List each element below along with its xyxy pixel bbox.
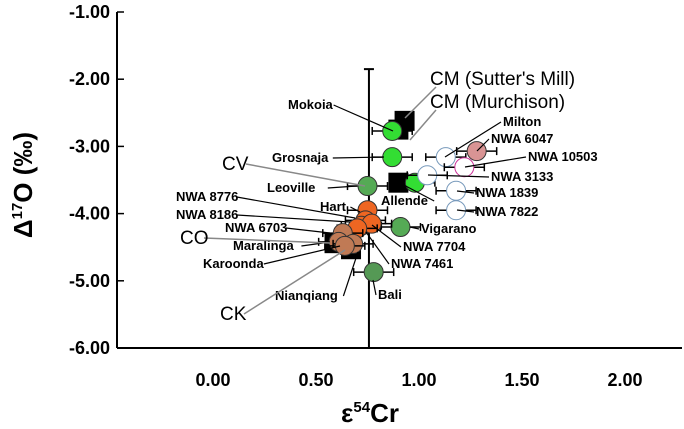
- y-tick-label: -6.00: [69, 338, 110, 358]
- leader-line: [285, 227, 331, 234]
- leader-line: [404, 86, 437, 119]
- x-tick-label: 0.00: [195, 370, 230, 390]
- group-label: CM (Murchison): [430, 92, 565, 113]
- point-label: Karoonda: [203, 256, 264, 271]
- data-point: [446, 180, 467, 201]
- point-label: NWA 3133: [491, 169, 553, 184]
- group-label: CO: [180, 228, 209, 249]
- leader-line: [333, 104, 394, 132]
- data-point: [446, 200, 467, 221]
- leader-line: [332, 156, 385, 159]
- point-label: Hart: [320, 199, 347, 214]
- leader-line: [444, 121, 502, 158]
- point-label: NWA 1839: [476, 185, 538, 200]
- point-label: NWA 10503: [528, 149, 598, 164]
- x-tick-label: 0.50: [298, 370, 333, 390]
- point-label: NWA 7704: [403, 239, 466, 254]
- leader-line: [243, 249, 346, 315]
- y-tick-label: -3.00: [69, 136, 110, 156]
- point-label: Grosnaja: [272, 150, 329, 165]
- leader-line: [456, 209, 475, 213]
- point-label: Milton: [503, 114, 541, 129]
- x-axis-title: ε54Cr: [341, 398, 399, 428]
- point-label: NWA 8776: [176, 189, 238, 204]
- leader-line: [464, 156, 527, 168]
- leader-line: [409, 109, 437, 141]
- x-tick-label: 2.00: [607, 370, 642, 390]
- leader-line: [371, 224, 402, 248]
- leader-line: [245, 163, 366, 187]
- leader-line: [365, 231, 390, 265]
- point-label: Maralinga: [233, 238, 294, 253]
- y-axis-title: Δ17O (‰): [8, 132, 38, 238]
- data-point: [454, 157, 475, 178]
- leader-line: [372, 279, 377, 296]
- point-label: Bali: [378, 287, 402, 302]
- point-label: NWA 7822: [476, 204, 538, 219]
- data-point: [334, 235, 355, 256]
- point-label: NWA 8186: [176, 207, 238, 222]
- y-tick-label: -2.00: [69, 69, 110, 89]
- y-tick-label: -4.00: [69, 204, 110, 224]
- y-tick-label: -5.00: [69, 271, 110, 291]
- leader-line: [263, 245, 341, 265]
- group-label: CV: [222, 154, 249, 175]
- leader-line: [427, 174, 490, 178]
- x-tick-label: 1.00: [401, 370, 436, 390]
- data-point: [357, 176, 378, 197]
- x-tick-label: 1.50: [504, 370, 539, 390]
- leader-line: [236, 196, 356, 219]
- leader-line: [409, 226, 420, 230]
- data-point: [363, 262, 384, 283]
- leader-line: [476, 138, 490, 152]
- point-label: Vigarano: [421, 221, 476, 236]
- point-label: Nianqiang: [275, 288, 338, 303]
- point-label: Mokoia: [288, 97, 334, 112]
- group-label: CM (Sutter's Mill): [430, 69, 575, 90]
- data-point: [390, 217, 411, 238]
- point-label: Allende: [381, 193, 428, 208]
- leader-line: [350, 206, 361, 213]
- leader-line: [236, 214, 351, 223]
- point-label: NWA 6703: [225, 220, 287, 235]
- point-label: NWA 7461: [391, 256, 453, 271]
- leader-line: [203, 237, 331, 244]
- leader-line: [327, 185, 358, 189]
- leader-line: [456, 190, 475, 194]
- group-label: CK: [220, 304, 247, 325]
- y-tick-label: -1.00: [69, 2, 110, 22]
- leader-line: [399, 182, 435, 202]
- leader-line: [342, 251, 359, 297]
- point-label: Leoville: [267, 180, 315, 195]
- point-label: NWA 6047: [491, 131, 553, 146]
- data-point: [382, 147, 403, 168]
